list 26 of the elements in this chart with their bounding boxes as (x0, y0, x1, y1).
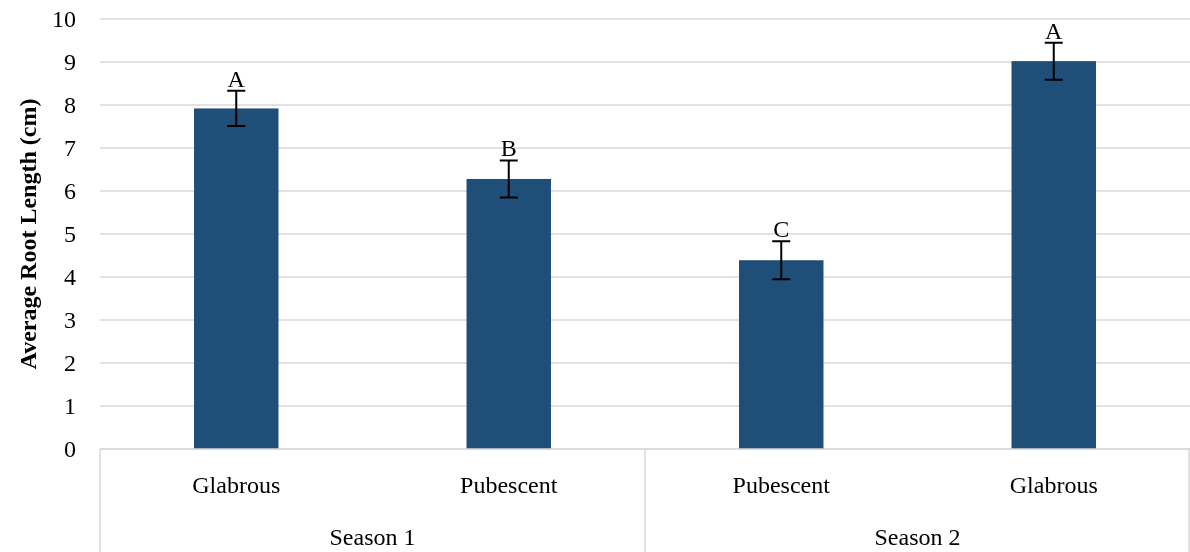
x-tick-label: Pubescent (732, 472, 831, 498)
y-tick-label: 5 (64, 221, 76, 248)
y-tick-label: 3 (64, 307, 76, 334)
annotation: B (500, 135, 517, 162)
y-tick-label: 2 (64, 350, 76, 377)
y-tick-label: 10 (52, 6, 76, 33)
y-tick-label: 0 (64, 436, 76, 463)
y-tick-label: 8 (64, 92, 76, 119)
annotation: C (773, 216, 790, 243)
bar (194, 108, 279, 449)
annotation: A (227, 65, 246, 92)
y-tick-label: 7 (64, 135, 76, 162)
bar (1011, 61, 1096, 449)
x-tick-label: Glabrous (1009, 472, 1098, 498)
y-tick-label: 1 (64, 393, 76, 420)
y-tick-label: 9 (64, 49, 76, 76)
y-tick-label: 6 (64, 178, 76, 205)
bar (739, 260, 824, 449)
bar (466, 178, 551, 449)
annotation: A (1045, 17, 1064, 44)
x-tick-label: Pubescent (460, 472, 558, 498)
y-tick-label: 4 (64, 264, 76, 291)
y-axis-title: Average Root Length (cm) (15, 98, 41, 370)
x-tick-label: Glabrous (192, 472, 281, 498)
text: Season 2 (874, 524, 961, 550)
text: Season 1 (329, 524, 416, 550)
